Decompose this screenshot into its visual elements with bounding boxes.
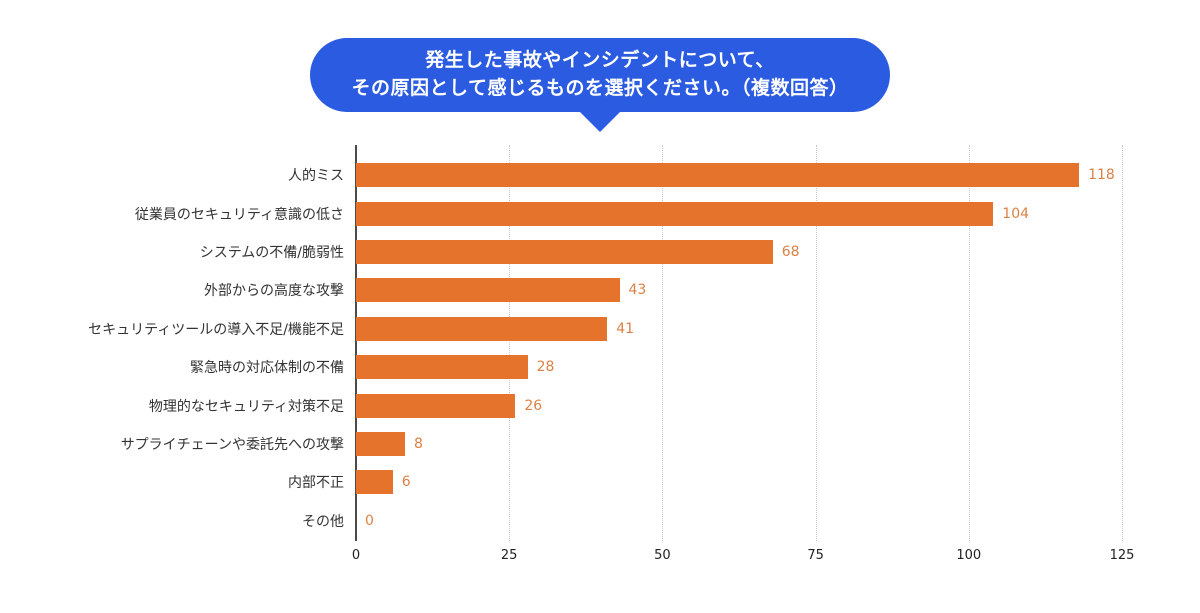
row-plot-area: 41 — [356, 316, 1122, 341]
category-label: サプライチェーンや委託先への攻撃 — [120, 436, 344, 453]
chart-row: システムの不備/脆弱性 68 — [0, 233, 1200, 271]
gridline-50 — [662, 145, 664, 541]
category-label: 緊急時の対応体制の不備 — [190, 360, 344, 377]
category-label: その他 — [302, 513, 344, 530]
category-label: セキュリティツールの導入不足/機能不足 — [88, 321, 344, 338]
bar — [356, 431, 406, 456]
bar — [356, 316, 608, 341]
category-label: システムの不備/脆弱性 — [199, 244, 344, 261]
bar — [356, 201, 994, 226]
value-label: 6 — [401, 474, 411, 491]
x-tick-label-100: 100 — [956, 548, 982, 563]
value-label: 118 — [1088, 167, 1115, 184]
chart-row: 外部からの高度な攻撃 43 — [0, 271, 1200, 309]
bar — [356, 393, 516, 418]
x-axis: 0 25 50 75 100 125 — [352, 548, 1135, 570]
horizontal-bar-chart: 人的ミス 118 従業員のセキュリティ意識の低さ 104 システムの不備/脆弱性 68 外部… — [0, 145, 1200, 585]
bar — [356, 278, 620, 303]
row-plot-area: 0 — [356, 509, 1122, 533]
category-label: 人的ミス — [288, 168, 344, 185]
x-tick-label-125: 125 — [1109, 548, 1135, 563]
row-plot-area: 28 — [356, 355, 1122, 380]
chart-row: その他 0 — [0, 502, 1200, 540]
bubble-tail-icon — [577, 109, 623, 132]
gridline-25 — [509, 145, 511, 541]
x-tick-label-0: 0 — [351, 548, 361, 563]
x-tick-label-50: 50 — [654, 548, 671, 563]
value-label: 26 — [524, 397, 543, 414]
chart-row: サプライチェーンや委託先への攻撃 8 — [0, 425, 1200, 463]
chart-row: 従業員のセキュリティ意識の低さ 104 — [0, 194, 1200, 232]
value-label: 104 — [1002, 205, 1030, 222]
chart-row: 内部不正 6 — [0, 463, 1200, 501]
row-plot-area: 68 — [356, 239, 1122, 264]
bar — [356, 163, 1080, 188]
value-label: 28 — [536, 359, 555, 376]
gridlines-layer — [355, 145, 1123, 541]
row-plot-area: 6 — [356, 470, 1122, 495]
bar — [356, 355, 528, 380]
row-plot-area: 118 — [356, 163, 1122, 188]
gridline-100 — [968, 145, 970, 541]
chart-row: 人的ミス 118 — [0, 156, 1200, 194]
bar — [356, 239, 773, 264]
category-label: 物理的なセキュリティ対策不足 — [148, 398, 344, 415]
chart-row: 緊急時の対応体制の不備 28 — [0, 348, 1200, 386]
y-axis-line — [355, 145, 357, 541]
value-label: 0 — [365, 512, 374, 529]
value-label: 41 — [616, 320, 635, 337]
x-tick-label-75: 75 — [807, 548, 824, 563]
row-plot-area: 43 — [356, 278, 1122, 303]
value-label: 68 — [781, 243, 800, 260]
category-label: 従業員のセキュリティ意識の低さ — [134, 206, 344, 223]
question-bubble: 発生した事故やインシデントについて、 その原因として感じるものを選択ください。（… — [310, 38, 890, 132]
value-label: 8 — [414, 435, 423, 452]
question-line-1: 発生した事故やインシデントについて、 — [425, 49, 775, 72]
x-tick-label-25: 25 — [500, 548, 518, 563]
gridline-125 — [1122, 145, 1123, 541]
category-label: 内部不正 — [288, 475, 344, 492]
row-plot-area: 104 — [356, 201, 1122, 226]
bar — [356, 470, 393, 495]
row-plot-area: 26 — [356, 393, 1122, 418]
question-line-2: その原因として感じるものを選択ください。（複数回答） — [351, 77, 849, 99]
chart-rows: 人的ミス 118 従業員のセキュリティ意識の低さ 104 システムの不備/脆弱性 68 外部… — [0, 156, 1200, 540]
row-plot-area: 8 — [356, 431, 1122, 456]
value-label: 43 — [628, 282, 647, 299]
gridline-75 — [815, 145, 817, 541]
chart-row: セキュリティツールの導入不足/機能不足 41 — [0, 310, 1200, 348]
category-label: 外部からの高度な攻撃 — [204, 283, 344, 300]
chart-row: 物理的なセキュリティ対策不足 26 — [0, 386, 1200, 424]
